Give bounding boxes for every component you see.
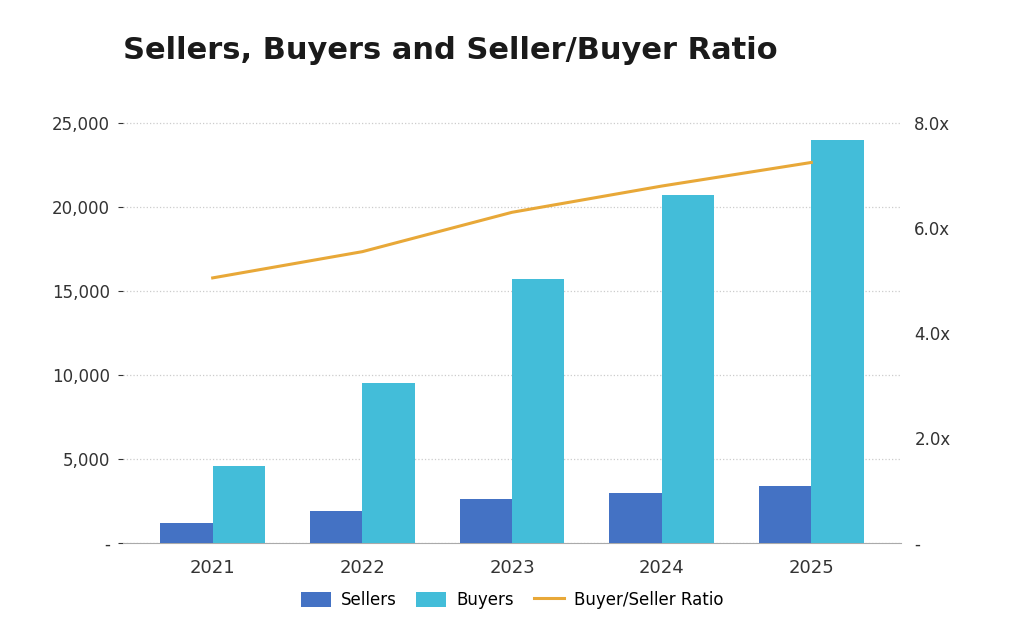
Bar (310, 511, 362, 543)
Bar (609, 492, 662, 543)
Bar (213, 466, 265, 543)
Bar (512, 280, 564, 543)
Buyer/Seller Ratio (356, 248, 369, 255)
Bar (759, 486, 811, 543)
Buyer/Seller Ratio (207, 274, 219, 281)
Legend: Sellers, Buyers, Buyer/Seller Ratio: Sellers, Buyers, Buyer/Seller Ratio (294, 584, 730, 616)
Bar (362, 383, 415, 543)
Bar (460, 499, 512, 543)
Line: Buyer/Seller Ratio: Buyer/Seller Ratio (213, 162, 811, 278)
Buyer/Seller Ratio (655, 182, 668, 190)
Text: Sellers, Buyers and Seller/Buyer Ratio: Sellers, Buyers and Seller/Buyer Ratio (123, 36, 777, 65)
Bar (662, 195, 714, 543)
Buyer/Seller Ratio (506, 208, 518, 216)
Bar (811, 140, 863, 543)
Bar (161, 523, 213, 543)
Buyer/Seller Ratio (805, 158, 817, 166)
